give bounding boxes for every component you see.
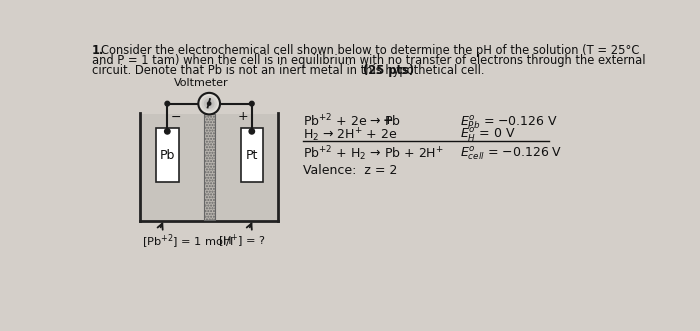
Text: circuit. Denote that Pb is not an inert metal in this hypothetical cell.: circuit. Denote that Pb is not an inert … [92, 64, 489, 76]
Text: −: − [170, 111, 181, 124]
Circle shape [198, 93, 220, 115]
Text: $E^{o}_{Pb}$ = −0.126 V: $E^{o}_{Pb}$ = −0.126 V [459, 113, 558, 130]
Text: Valence:  z = 2: Valence: z = 2 [303, 165, 398, 177]
Text: and P = 1 tam) when the cell is in equilibrium with no transfer of electrons thr: and P = 1 tam) when the cell is in equil… [92, 54, 645, 67]
Text: [H$^{+}$] = ?: [H$^{+}$] = ? [218, 233, 267, 250]
Circle shape [164, 129, 170, 134]
Bar [241, 128, 262, 182]
Text: Voltmeter: Voltmeter [174, 78, 228, 88]
Bar [155, 128, 179, 182]
Text: $E^{o}_{H}$ = 0 V: $E^{o}_{H}$ = 0 V [459, 127, 515, 144]
Bar [204, 115, 215, 220]
Circle shape [165, 101, 169, 106]
Text: H$_2$ → 2H$^{+}$ + 2e: H$_2$ → 2H$^{+}$ + 2e [303, 127, 398, 144]
Circle shape [249, 129, 255, 134]
Circle shape [202, 96, 217, 111]
Text: $E^{o}_{cell}$ = −0.126 V: $E^{o}_{cell}$ = −0.126 V [459, 144, 562, 162]
Text: Consider the electrochemical cell shown below to determine the pH of the solutio: Consider the electrochemical cell shown … [101, 44, 639, 57]
Text: [Pb$^{+2}$] = 1 mol/l: [Pb$^{+2}$] = 1 mol/l [141, 233, 234, 252]
Circle shape [208, 102, 211, 105]
Circle shape [249, 101, 254, 106]
Text: (25 pts): (25 pts) [363, 64, 414, 76]
Text: 1.: 1. [92, 44, 104, 57]
Circle shape [204, 98, 215, 109]
Text: Pb$^{+2}$ + 2e → Pb: Pb$^{+2}$ + 2e → Pb [303, 113, 401, 129]
Text: Pb$^{+2}$ + H$_2$ → Pb + 2H$^{+}$: Pb$^{+2}$ + H$_2$ → Pb + 2H$^{+}$ [303, 144, 444, 163]
Text: Pb: Pb [160, 149, 175, 162]
Bar [141, 115, 277, 220]
Text: +: + [238, 110, 248, 123]
Text: +: + [383, 114, 393, 127]
Text: Pt: Pt [246, 149, 258, 162]
Circle shape [206, 101, 212, 107]
